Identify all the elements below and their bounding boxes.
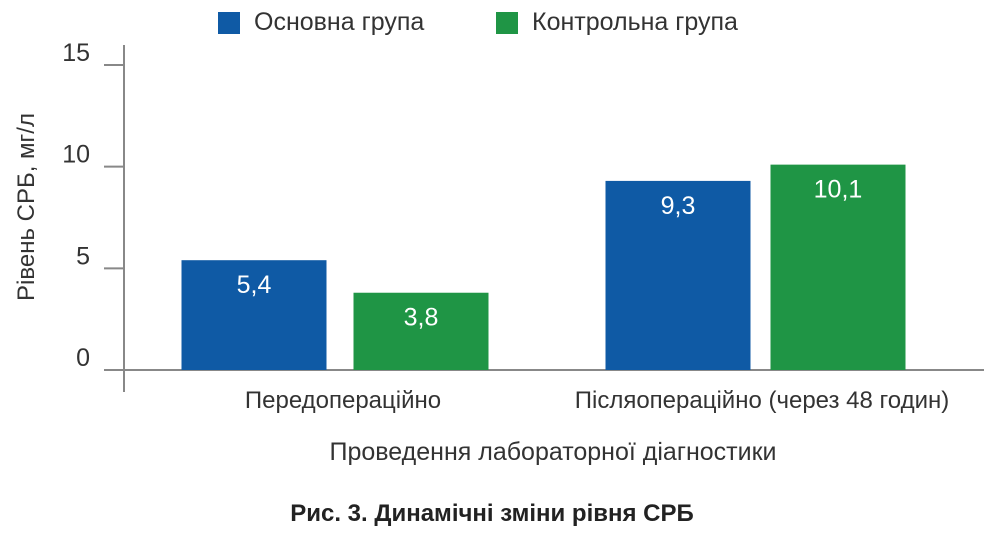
- y-tick-label: 5: [76, 242, 90, 270]
- legend-item-main-group: Основна група: [218, 8, 424, 37]
- bar-main-1: [605, 180, 751, 370]
- bar-control-0: [353, 292, 489, 370]
- y-tick-label: 10: [62, 141, 90, 169]
- legend-label-control-group: Контрольна група: [532, 8, 738, 36]
- legend-label-main-group: Основна група: [254, 8, 425, 36]
- bar-value-label: 5,4: [237, 271, 272, 299]
- y-axis-label: Рівень СРБ, мг/л: [13, 113, 40, 301]
- bar-main-0: [181, 260, 327, 370]
- legend: Основна група Контрольна група: [0, 8, 984, 38]
- bar-value-label: 9,3: [661, 192, 696, 220]
- legend-swatch-main-group: [218, 11, 240, 34]
- figure-caption: Рис. 3. Динамічні зміни рівня СРБ: [290, 500, 694, 527]
- y-tick-label: 0: [76, 344, 90, 372]
- x-tick-label: Передопераційно: [245, 387, 441, 414]
- bar-value-label: 10,1: [814, 176, 863, 204]
- legend-swatch-control-group: [496, 11, 518, 34]
- x-axis-label: Проведення лабораторної діагностики: [330, 438, 777, 466]
- y-tick-label: 15: [62, 39, 90, 67]
- x-tick-label: Післяопераційно (через 48 годин): [575, 387, 949, 414]
- legend-item-control-group: Контрольна група: [496, 8, 738, 37]
- bar-control-1: [770, 164, 906, 370]
- bar-value-label: 3,8: [404, 304, 439, 332]
